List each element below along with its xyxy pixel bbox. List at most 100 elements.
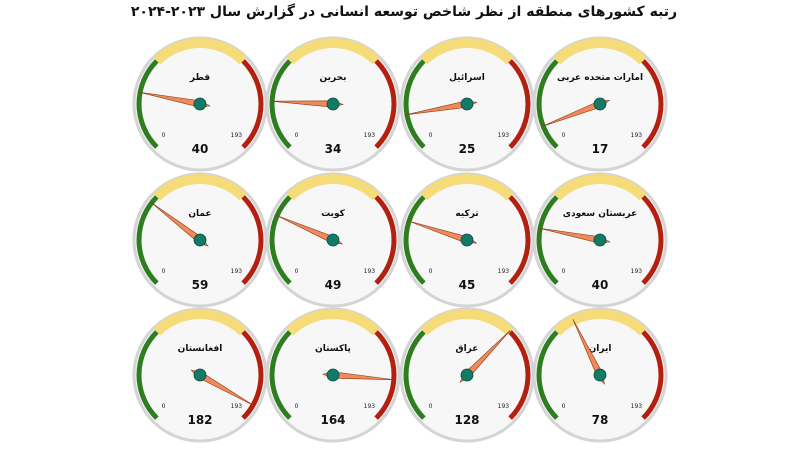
- gauge-country-label: ایران: [589, 344, 612, 354]
- gauge: 0 193 عمان 59: [132, 172, 268, 308]
- gauge-country-label: عراق: [456, 344, 479, 354]
- gauge-value-label: 164: [320, 413, 345, 427]
- gauge-max-label: 193: [631, 268, 643, 275]
- gauge-arc-high: [241, 330, 264, 420]
- gauge-min-label: 0: [295, 403, 299, 410]
- gauge-hub: [326, 233, 340, 247]
- gauge-arc-mid: [553, 174, 647, 201]
- gauge-hub: [193, 233, 207, 247]
- gauge-arc-low: [403, 330, 426, 420]
- gauge-arc-high: [508, 59, 531, 149]
- gauge-needle: [150, 201, 209, 247]
- gauge-needle: [407, 220, 478, 244]
- gauge: 0 193 ایران 78: [532, 307, 668, 443]
- gauge-needle: [572, 319, 605, 385]
- gauge-max-label: 193: [364, 403, 376, 410]
- gauge-country-label: کویت: [321, 209, 346, 219]
- gauge-arc-mid: [286, 38, 380, 65]
- gauge-value-label: 40: [192, 142, 209, 156]
- chart-title: رتبه کشورهای منطقه از نظر شاخص توسعه انس…: [130, 4, 678, 20]
- gauge-value-label: 59: [192, 278, 209, 292]
- gauge-arc-mid: [153, 174, 247, 201]
- gauge: 0 193 پاکستان 164: [265, 307, 401, 443]
- gauge: 0 193 امارات متحده عربی 17: [532, 36, 668, 172]
- gauge-value-label: 25: [459, 142, 476, 156]
- gauge-arc-low: [136, 59, 159, 149]
- gauge-needle: [271, 100, 344, 108]
- gauge-arc-mid: [153, 38, 247, 65]
- gauge-max-label: 193: [498, 268, 510, 275]
- gauge-max-label: 193: [498, 132, 510, 139]
- gauge-arc-low: [269, 330, 292, 420]
- gauge-arc-high: [641, 330, 664, 420]
- gauge-value-label: 34: [325, 142, 342, 156]
- gauge-arc-low: [269, 59, 292, 149]
- gauge-value-label: 78: [592, 413, 609, 427]
- gauge-arc-mid: [420, 38, 514, 65]
- gauge-min-label: 0: [295, 132, 299, 139]
- gauge-arc-high: [641, 195, 664, 285]
- gauge-needle: [322, 371, 395, 381]
- gauge-arc-high: [374, 195, 397, 285]
- gauge-arc-high: [641, 59, 664, 149]
- gauge-arc-mid: [553, 38, 647, 65]
- gauge: 0 193 ترکیه 45: [399, 172, 535, 308]
- gauge-arc-high: [241, 59, 264, 149]
- gauge-needle: [276, 214, 344, 245]
- gauge-max-label: 193: [231, 403, 243, 410]
- gauge-country-label: اسرائیل: [449, 73, 485, 83]
- gauge-hub: [460, 368, 474, 382]
- gauge-max-label: 193: [498, 403, 510, 410]
- gauge-arc-low: [136, 195, 159, 285]
- gauge-min-label: 0: [429, 132, 433, 139]
- gauge-arc-mid: [420, 309, 514, 336]
- gauge-country-label: افغانستان: [178, 344, 223, 354]
- gauge-max-label: 193: [631, 403, 643, 410]
- gauge-arc-low: [536, 330, 559, 420]
- gauge-needle: [405, 100, 478, 116]
- gauge-max-label: 193: [631, 132, 643, 139]
- gauge: 0 193 اسرائیل 25: [399, 36, 535, 172]
- gauge-hub: [193, 368, 207, 382]
- gauge-value-label: 45: [459, 278, 476, 292]
- gauge-hub: [193, 97, 207, 111]
- gauge-hub: [593, 368, 607, 382]
- gauge: 0 193 عراق 128: [399, 307, 535, 443]
- gauge-arc-mid: [420, 174, 514, 201]
- gauge-needle: [190, 369, 255, 406]
- gauge-arc-high: [508, 195, 531, 285]
- gauge-country-label: قطر: [189, 73, 210, 83]
- gauge-min-label: 0: [162, 268, 166, 275]
- gauge-arc-high: [241, 195, 264, 285]
- gauge-country-label: امارات متحده عربی: [557, 73, 643, 83]
- gauge-min-label: 0: [562, 132, 566, 139]
- gauge-needle: [459, 330, 511, 383]
- gauge-max-label: 193: [364, 132, 376, 139]
- gauge-arc-mid: [153, 309, 247, 336]
- gauge: 0 193 افغانستان 182: [132, 307, 268, 443]
- gauge: 0 193 قطر 40: [132, 36, 268, 172]
- gauge-min-label: 0: [562, 268, 566, 275]
- gauge-needle: [542, 100, 611, 127]
- gauge-arc-mid: [286, 174, 380, 201]
- gauge-needle: [139, 91, 211, 108]
- gauge-max-label: 193: [231, 132, 243, 139]
- gauge: 0 193 کویت 49: [265, 172, 401, 308]
- gauge-arc-low: [403, 59, 426, 149]
- gauge-arc-low: [403, 195, 426, 285]
- gauge-hub: [593, 233, 607, 247]
- gauge-min-label: 0: [295, 268, 299, 275]
- gauge-country-label: ترکیه: [455, 209, 478, 219]
- gauge-arc-low: [136, 330, 159, 420]
- gauge-min-label: 0: [562, 403, 566, 410]
- gauge-min-label: 0: [429, 268, 433, 275]
- gauge-hub: [593, 97, 607, 111]
- gauge-min-label: 0: [162, 132, 166, 139]
- gauge-min-label: 0: [162, 403, 166, 410]
- gauge-max-label: 193: [231, 268, 243, 275]
- gauge-value-label: 182: [187, 413, 212, 427]
- gauge-country-label: بحرین: [320, 73, 347, 83]
- gauge-hub: [460, 97, 474, 111]
- gauge-arc-low: [536, 59, 559, 149]
